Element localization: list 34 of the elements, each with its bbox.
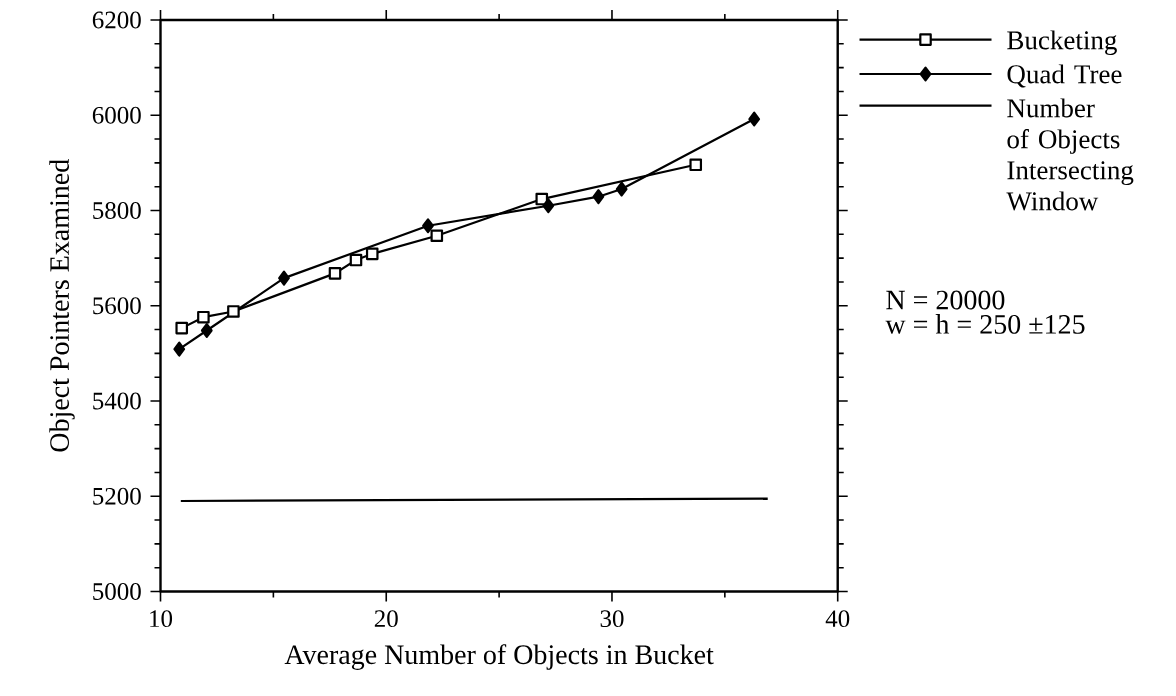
point: [328, 267, 342, 280]
legend-label: Number of Objects Intersecting Window: [1006, 98, 1134, 211]
text: N = 20000: [886, 290, 1005, 310]
y-axis-title: Object Pointers Examined: [49, 159, 75, 452]
point: [422, 218, 434, 234]
y-tick-label: 5600: [93, 297, 141, 315]
point: [615, 181, 628, 197]
point: [175, 321, 189, 335]
point: [200, 323, 213, 339]
y-tick-label: 6200: [92, 11, 141, 29]
point: [748, 111, 761, 127]
y-tick-label: 6000: [92, 106, 141, 124]
y-tick-label: 5800: [93, 202, 141, 219]
y-tick-label: 5000: [93, 583, 141, 600]
x-axis-title: Average Number of Objects in Bucket: [284, 644, 714, 670]
point: [197, 310, 210, 324]
point: [278, 270, 290, 286]
y-tick-label: 5200: [93, 487, 141, 505]
x-tick-label: 30: [600, 610, 624, 628]
point: [542, 198, 555, 214]
point: [227, 305, 240, 318]
text: w = h = 250 ±125: [885, 314, 1085, 334]
x-tick-label: 20: [374, 610, 398, 628]
point: [365, 247, 379, 261]
y-tick-label: 5400: [93, 392, 141, 410]
x-tick-label: 40: [825, 610, 850, 628]
point: [349, 253, 363, 267]
point: [689, 158, 703, 172]
point: [592, 189, 605, 205]
x-tick-label: 10: [150, 610, 173, 628]
point: [173, 341, 186, 357]
point: [430, 229, 444, 243]
legend-label: Bucketing: [1007, 30, 1117, 55]
legend-label: Quad Tree: [1007, 64, 1122, 88]
